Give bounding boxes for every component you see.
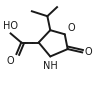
Text: HO: HO bbox=[3, 21, 18, 31]
Text: O: O bbox=[67, 23, 75, 33]
Text: O: O bbox=[7, 56, 14, 66]
Text: O: O bbox=[84, 47, 92, 57]
Text: NH: NH bbox=[43, 61, 58, 71]
